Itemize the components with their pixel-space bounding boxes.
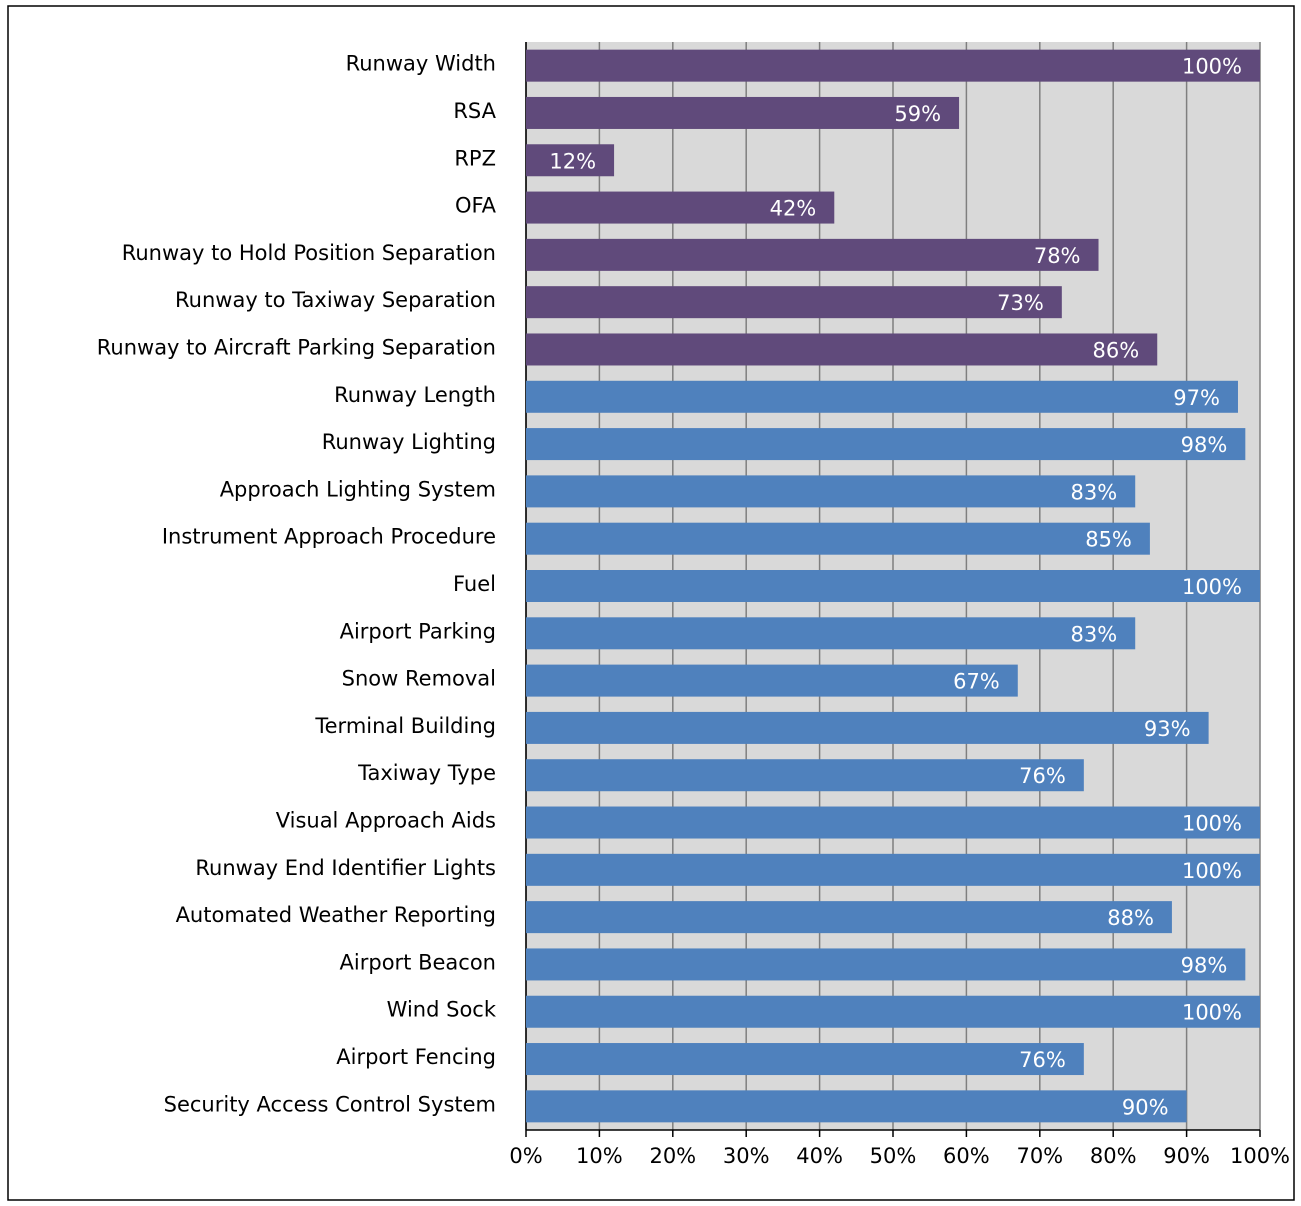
value-label: 85% xyxy=(1085,528,1132,552)
y-tick-label: Runway End Identifier Lights xyxy=(195,856,496,880)
y-tick-label: Snow Removal xyxy=(342,667,496,691)
value-label: 98% xyxy=(1181,433,1228,457)
bar xyxy=(526,948,1246,981)
y-tick-label: Automated Weather Reporting xyxy=(176,903,496,927)
y-tick-label: Approach Lighting System xyxy=(220,477,496,501)
x-tick-label: 20% xyxy=(649,1144,696,1168)
value-label: 83% xyxy=(1071,622,1118,646)
x-tick-label: 70% xyxy=(1016,1144,1063,1168)
y-tick-label: Runway to Aircraft Parking Separation xyxy=(97,335,496,359)
value-label: 83% xyxy=(1071,480,1118,504)
y-tick-label: Terminal Building xyxy=(314,714,496,738)
y-tick-label: Instrument Approach Procedure xyxy=(162,525,496,549)
value-label: 100% xyxy=(1182,859,1242,883)
bar xyxy=(526,238,1099,271)
y-tick-label: Fuel xyxy=(453,572,496,596)
bar xyxy=(526,853,1260,886)
x-tick-label: 10% xyxy=(576,1144,623,1168)
value-label: 42% xyxy=(770,197,817,221)
bar xyxy=(526,664,1018,697)
bar xyxy=(526,995,1260,1028)
bar xyxy=(526,96,960,129)
y-tick-label: RSA xyxy=(453,99,496,123)
x-tick-label: 60% xyxy=(943,1144,990,1168)
x-tick-label: 0% xyxy=(509,1144,542,1168)
x-tick-label: 50% xyxy=(870,1144,917,1168)
y-tick-label: Runway to Hold Position Separation xyxy=(122,241,496,265)
value-label: 76% xyxy=(1019,1048,1066,1072)
x-tick-label: 40% xyxy=(796,1144,843,1168)
y-tick-label: OFA xyxy=(455,194,497,218)
value-label: 100% xyxy=(1182,575,1242,599)
bar xyxy=(526,144,615,177)
bar xyxy=(526,711,1209,744)
value-label: 93% xyxy=(1144,717,1191,741)
value-label: 78% xyxy=(1034,244,1081,268)
y-tick-label: Airport Fencing xyxy=(336,1045,496,1069)
y-tick-label: Security Access Control System xyxy=(164,1092,496,1116)
y-tick-label: Runway Length xyxy=(334,383,496,407)
value-label: 76% xyxy=(1019,764,1066,788)
value-label: 67% xyxy=(953,670,1000,694)
x-tick-label: 80% xyxy=(1090,1144,1137,1168)
y-tick-label: Visual Approach Aids xyxy=(276,809,496,833)
bar xyxy=(526,191,835,224)
value-label: 100% xyxy=(1182,55,1242,79)
value-label: 100% xyxy=(1182,812,1242,836)
bar xyxy=(526,475,1136,508)
y-tick-label: Airport Beacon xyxy=(340,950,496,974)
bar xyxy=(526,333,1158,366)
value-label: 73% xyxy=(997,291,1044,315)
y-tick-label: Taxiway Type xyxy=(357,761,496,785)
y-tick-label: Wind Sock xyxy=(387,998,497,1022)
x-tick-label: 90% xyxy=(1163,1144,1210,1168)
bar xyxy=(526,617,1136,650)
value-label: 88% xyxy=(1107,906,1154,930)
bar xyxy=(526,286,1062,319)
value-label: 90% xyxy=(1122,1095,1169,1119)
bar xyxy=(526,49,1260,82)
bar xyxy=(526,1090,1187,1123)
y-tick-label: Runway to Taxiway Separation xyxy=(175,288,496,312)
y-tick-label: Runway Lighting xyxy=(322,430,496,454)
y-tick-label: Airport Parking xyxy=(340,619,496,643)
value-label: 86% xyxy=(1093,338,1140,362)
bar xyxy=(526,901,1172,934)
x-tick-label: 100% xyxy=(1230,1144,1290,1168)
value-label: 59% xyxy=(894,102,941,126)
bar xyxy=(526,806,1260,839)
bar xyxy=(526,380,1238,413)
y-tick-label: RPZ xyxy=(454,146,496,170)
value-label: 98% xyxy=(1181,953,1228,977)
bar xyxy=(526,570,1260,602)
value-label: 97% xyxy=(1173,386,1220,410)
x-tick-label: 30% xyxy=(723,1144,770,1168)
bar xyxy=(526,759,1084,792)
value-label: 12% xyxy=(549,149,596,173)
y-tick-label: Runway Width xyxy=(346,52,496,76)
value-label: 100% xyxy=(1182,1001,1242,1025)
bar xyxy=(526,522,1150,555)
bar xyxy=(526,428,1246,461)
bar xyxy=(526,1043,1084,1076)
